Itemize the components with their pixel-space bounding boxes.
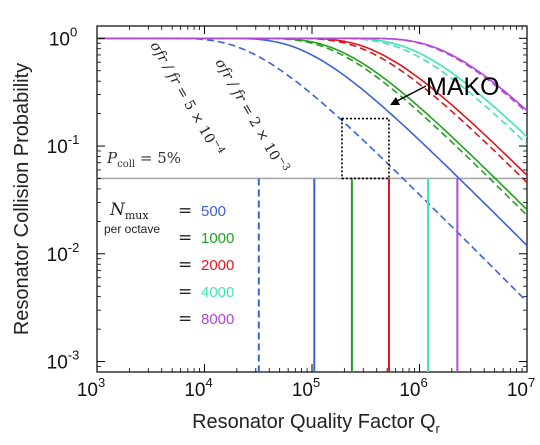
- threshold-label: Pcoll = 5%: [106, 149, 181, 170]
- plot-frame: [96, 25, 528, 373]
- legend-entry-2000: 2000: [201, 257, 234, 274]
- legend: Nmux per octave = 500 = 1000 = 2000 = 4000 = 8000: [104, 200, 234, 329]
- crossing-markers: [257, 178, 459, 372]
- mako-arrow-head: [390, 97, 400, 105]
- legend-entry-500: 500: [201, 203, 226, 220]
- y-tick-label: 10-3: [47, 348, 80, 374]
- x-axis-label: Resonator Quality Factor Qr: [192, 411, 440, 436]
- mako-region-box: [341, 117, 390, 180]
- x-tick-label: 105: [292, 375, 320, 401]
- legend-title-note: per octave: [104, 222, 160, 236]
- y-axis-label: Resonator Collision Probability: [11, 63, 33, 335]
- x-tick-label: 104: [184, 375, 212, 401]
- legend-equals: =: [178, 255, 192, 275]
- legend-entry-4000: 4000: [201, 284, 234, 301]
- series-layer: [97, 37, 527, 303]
- legend-equals: =: [178, 309, 192, 329]
- mako-arrow: [394, 85, 427, 103]
- y-tick-label: 100: [49, 24, 77, 50]
- legend-entry-1000: 1000: [201, 230, 234, 247]
- x-tick-label: 106: [399, 375, 427, 401]
- y-tick-label: 10-2: [47, 240, 80, 266]
- legend-equals: =: [178, 228, 192, 248]
- legend-title: Nmux: [109, 200, 149, 222]
- mako-label: MAKO: [426, 73, 500, 101]
- axis-ticks: 103 104 105 106 107 100 10-1 10-2 10-3: [47, 24, 536, 401]
- series-line-8000-dashed: [97, 37, 527, 113]
- x-tick-label: 103: [77, 375, 105, 401]
- x-tick-label: 107: [507, 375, 535, 401]
- legend-equals: =: [178, 201, 192, 221]
- y-tick-label: 10-1: [47, 132, 80, 158]
- legend-equals: =: [178, 282, 192, 302]
- legend-entry-8000: 8000: [201, 311, 234, 328]
